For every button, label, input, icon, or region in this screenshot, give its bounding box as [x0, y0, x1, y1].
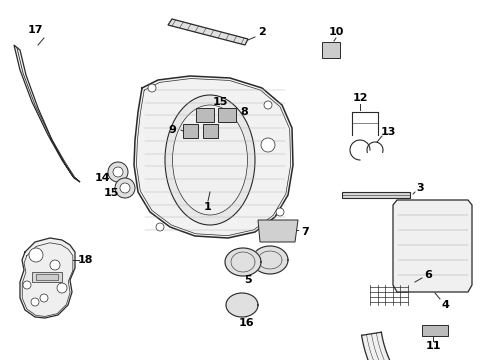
Text: 2: 2	[258, 27, 265, 37]
Circle shape	[31, 298, 39, 306]
Text: 17: 17	[27, 25, 42, 35]
Text: 16: 16	[238, 318, 253, 328]
Text: 4: 4	[440, 300, 448, 310]
Text: 15: 15	[212, 97, 227, 107]
Circle shape	[50, 260, 60, 270]
Text: 11: 11	[425, 341, 440, 351]
Circle shape	[120, 183, 130, 193]
Circle shape	[156, 223, 163, 231]
Text: 14: 14	[95, 173, 111, 183]
Polygon shape	[225, 293, 258, 317]
Circle shape	[115, 178, 135, 198]
Polygon shape	[196, 108, 214, 122]
Circle shape	[57, 283, 67, 293]
Circle shape	[264, 101, 271, 109]
Circle shape	[23, 281, 31, 289]
Text: 7: 7	[301, 227, 308, 237]
Polygon shape	[258, 220, 297, 242]
Polygon shape	[32, 272, 62, 282]
Text: 15: 15	[103, 188, 119, 198]
Circle shape	[108, 162, 128, 182]
Circle shape	[113, 167, 123, 177]
Text: 8: 8	[240, 107, 247, 117]
Text: 18: 18	[77, 255, 93, 265]
Text: 13: 13	[380, 127, 395, 137]
Ellipse shape	[172, 105, 247, 215]
Polygon shape	[251, 246, 287, 274]
Circle shape	[29, 248, 43, 262]
Circle shape	[261, 138, 274, 152]
Polygon shape	[321, 42, 339, 58]
Polygon shape	[392, 200, 471, 292]
Polygon shape	[36, 274, 58, 280]
Circle shape	[40, 294, 48, 302]
Polygon shape	[224, 248, 261, 276]
Text: 12: 12	[351, 93, 367, 103]
Ellipse shape	[164, 95, 254, 225]
Polygon shape	[183, 124, 198, 138]
Text: 9: 9	[168, 125, 176, 135]
Polygon shape	[168, 19, 247, 45]
Polygon shape	[218, 108, 236, 122]
Polygon shape	[14, 45, 80, 182]
Circle shape	[148, 84, 156, 92]
Text: 6: 6	[423, 270, 431, 280]
Text: 10: 10	[327, 27, 343, 37]
Polygon shape	[421, 325, 447, 336]
Text: 3: 3	[415, 183, 423, 193]
Polygon shape	[203, 124, 218, 138]
Text: 1: 1	[203, 202, 211, 212]
Polygon shape	[361, 332, 488, 360]
Text: 5: 5	[244, 275, 251, 285]
Polygon shape	[20, 238, 75, 318]
Polygon shape	[134, 76, 292, 238]
Circle shape	[275, 208, 284, 216]
Polygon shape	[341, 192, 409, 198]
